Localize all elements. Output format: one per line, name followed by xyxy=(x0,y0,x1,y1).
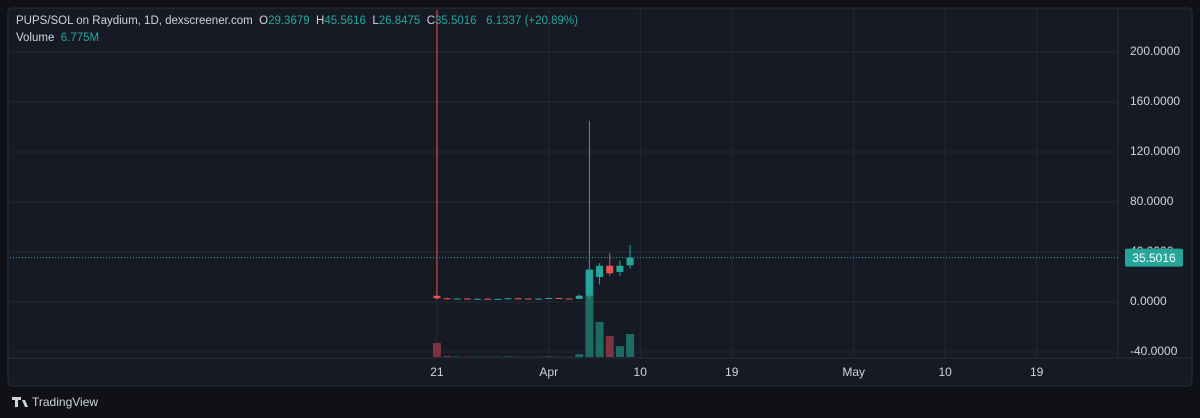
ohlc: O29.3679 H45.5616 L26.8475 C35.5016 xyxy=(259,15,483,27)
x-tick-label: 19 xyxy=(1030,365,1044,379)
x-tick-label: 21 xyxy=(430,365,444,379)
candle-body xyxy=(433,295,441,299)
candle-body xyxy=(575,295,583,299)
volume-bar xyxy=(585,270,594,357)
volume-bar xyxy=(595,321,604,357)
candle-body xyxy=(474,298,482,300)
volume-bar xyxy=(504,356,513,357)
candle-body xyxy=(443,298,451,300)
last-price-label: 35.5016 xyxy=(1132,251,1176,265)
candle-body xyxy=(463,298,471,300)
candle-body xyxy=(626,257,634,266)
ohlc-value: 35.5016 xyxy=(435,15,477,27)
candle-body xyxy=(494,298,502,300)
volume-row: Volume 6.775M xyxy=(16,30,578,47)
candle-body xyxy=(514,298,522,300)
y-tick-label: 120.0000 xyxy=(1130,144,1180,158)
candle-body xyxy=(565,298,573,300)
candle-body xyxy=(524,298,532,300)
volume-bar xyxy=(575,354,584,357)
ohlc-key: O xyxy=(259,15,269,27)
candle-body xyxy=(545,298,553,299)
footer-brand: TradingView xyxy=(32,395,98,409)
volume-bar xyxy=(432,343,441,357)
y-tick-label: 160.0000 xyxy=(1130,94,1180,108)
candle-body xyxy=(555,298,563,299)
candle-body xyxy=(585,269,593,296)
x-tick-label: Apr xyxy=(539,365,558,379)
y-tick-label: -40.0000 xyxy=(1130,344,1178,358)
ohlc-key: H xyxy=(316,15,325,27)
volume-bar xyxy=(544,356,553,357)
y-tick-label: 200.0000 xyxy=(1130,44,1180,58)
x-tick-label: 10 xyxy=(939,365,953,379)
volume-bar xyxy=(453,356,462,357)
volume-bar xyxy=(626,333,635,357)
change: 6.1337 xyxy=(486,15,522,27)
volume-bar xyxy=(605,335,614,357)
ohlc-row: PUPS/SOL on Raydium, 1D, dexscreener.com… xyxy=(16,13,578,30)
ohlc-key: C xyxy=(426,15,435,27)
candle-body xyxy=(504,298,512,300)
candle-body xyxy=(535,298,543,300)
volume-bar xyxy=(443,355,452,357)
volume-label: Volume xyxy=(16,32,55,44)
x-tick-label: May xyxy=(842,365,865,379)
plot xyxy=(10,10,1118,357)
ohlc-value: 26.8475 xyxy=(378,15,421,27)
axes: 200.0000160.0000120.000080.000040.00000.… xyxy=(430,44,1183,379)
x-tick-label: 19 xyxy=(725,365,739,379)
candle-body xyxy=(484,298,492,300)
candle-body xyxy=(453,298,461,300)
x-tick-label: 10 xyxy=(634,365,648,379)
y-tick-label: 80.0000 xyxy=(1130,194,1174,208)
volume-value: 6.775M xyxy=(60,32,100,44)
ohlc-value: 29.3679 xyxy=(268,15,310,27)
ohlc-value: 45.5616 xyxy=(324,15,366,27)
legend-header: PUPS/SOL on Raydium, 1D, dexscreener.com… xyxy=(16,13,578,47)
volume-bar xyxy=(615,346,624,357)
candle-body xyxy=(606,265,614,274)
candle-body xyxy=(596,265,604,277)
last-price-box xyxy=(1125,248,1183,267)
ohlc-key: L xyxy=(372,15,379,27)
candle-body xyxy=(616,265,624,272)
symbol-title: PUPS/SOL on Raydium, 1D, dexscreener.com xyxy=(16,15,253,27)
change-pct: (+20.89%) xyxy=(524,15,578,27)
logo xyxy=(12,397,28,407)
y-tick-label: 0.0000 xyxy=(1130,294,1167,308)
